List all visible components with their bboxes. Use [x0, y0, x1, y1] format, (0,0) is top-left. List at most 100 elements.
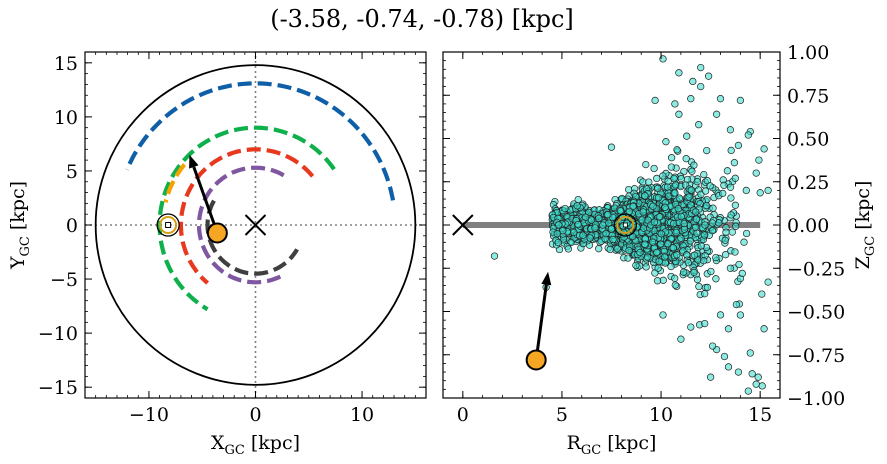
star-point	[671, 281, 679, 289]
star-point	[554, 238, 562, 247]
star-point	[671, 181, 680, 189]
z-tick-label: 1.00	[787, 42, 829, 64]
z-tick-label: −0.75	[787, 345, 845, 367]
xy-x-axis-label: XGC [kpc]	[211, 432, 300, 458]
star-point	[679, 268, 688, 276]
star-point	[642, 160, 650, 169]
star-point	[616, 207, 624, 215]
rz-plane-panel: 0 5 10 15 −1.00 −0.75 −0.50 −0.25 0.00 0.25 0.50 0.…	[442, 42, 878, 458]
y-tick-label: −5	[50, 269, 78, 291]
star-point	[712, 275, 720, 283]
z-tick-label: 0.50	[787, 129, 829, 151]
star-point	[555, 221, 563, 229]
velocity-arrow-head-rz	[541, 271, 552, 286]
star-point	[607, 143, 616, 151]
star-point	[659, 311, 667, 319]
star-point	[712, 253, 720, 262]
star-point	[731, 201, 740, 209]
star-point	[669, 220, 678, 228]
star-point	[689, 77, 697, 86]
star-point	[704, 72, 713, 80]
star-point	[687, 186, 696, 194]
star-point	[674, 205, 682, 213]
star-point	[706, 182, 714, 190]
y-tick-label: −10	[38, 323, 78, 345]
star-point	[654, 264, 662, 272]
star-point	[677, 175, 685, 183]
star-point	[653, 277, 662, 285]
galactic-center-marker	[244, 214, 267, 236]
star-point	[641, 240, 649, 248]
sun-outer-ring-rz	[613, 213, 638, 237]
star-point	[708, 342, 717, 350]
y-tick-label: 0	[66, 215, 78, 237]
star-point	[746, 349, 754, 357]
z-tick-label: −0.25	[787, 258, 845, 280]
star-point	[644, 253, 652, 261]
star-point	[690, 251, 699, 259]
star-point	[683, 251, 691, 259]
star-point	[708, 227, 717, 235]
y-tick-label: 5	[66, 161, 78, 183]
star-point	[595, 245, 603, 253]
star-point	[727, 146, 735, 155]
star-point	[657, 240, 665, 248]
star-point	[573, 202, 581, 210]
star-point	[736, 96, 745, 105]
star-point	[653, 174, 661, 183]
source-marker-rz	[525, 349, 547, 371]
star-point	[764, 186, 772, 195]
star-point	[587, 216, 596, 224]
star-point	[758, 290, 766, 298]
z-tick-label: 0.00	[787, 215, 829, 237]
star-point	[720, 181, 728, 189]
star-point	[726, 126, 735, 134]
star-point	[673, 146, 681, 154]
star-point	[651, 96, 659, 105]
star-point	[709, 204, 717, 212]
star-point	[663, 183, 672, 191]
star-point	[655, 213, 664, 221]
star-point	[671, 189, 679, 197]
star-point	[701, 290, 709, 298]
xy-plane-panel: −10 0 10 −15 −10 −5 0 5 10 15 XGC [kpc] YGC [kpc]	[7, 51, 427, 458]
source-marker	[206, 222, 228, 244]
star-point	[742, 229, 751, 238]
rz-y-axis-label: ZGC [kpc]	[852, 181, 878, 270]
star-point	[636, 248, 644, 257]
star-point	[667, 154, 676, 162]
star-point	[684, 259, 692, 267]
star-point	[693, 229, 701, 237]
star-point	[719, 189, 727, 198]
star-point	[724, 363, 733, 371]
star-point	[661, 253, 669, 261]
star-point	[701, 221, 709, 229]
star-point	[645, 178, 653, 186]
star-point	[677, 335, 685, 343]
star-point	[720, 352, 729, 361]
star-point	[731, 248, 739, 256]
star-point	[662, 138, 670, 146]
star-point	[703, 283, 712, 292]
star-point	[672, 228, 680, 237]
star-point	[731, 174, 739, 182]
star-point	[607, 225, 616, 233]
star-point	[701, 187, 710, 195]
star-point	[758, 382, 766, 390]
star-point	[671, 274, 679, 282]
star-point	[752, 380, 760, 388]
star-point	[697, 63, 705, 72]
r-tick-label: 0	[457, 404, 469, 426]
star-point	[599, 221, 607, 229]
star-point	[606, 245, 614, 254]
star-point	[738, 269, 746, 278]
star-point	[680, 219, 688, 228]
star-point	[641, 192, 649, 200]
star-point	[702, 201, 711, 210]
star-point	[667, 163, 676, 171]
star-point	[667, 262, 675, 271]
star-point	[659, 172, 667, 180]
star-point	[657, 230, 665, 238]
star-point	[574, 195, 582, 204]
rz-x-axis-label: RGC [kpc]	[567, 432, 657, 458]
